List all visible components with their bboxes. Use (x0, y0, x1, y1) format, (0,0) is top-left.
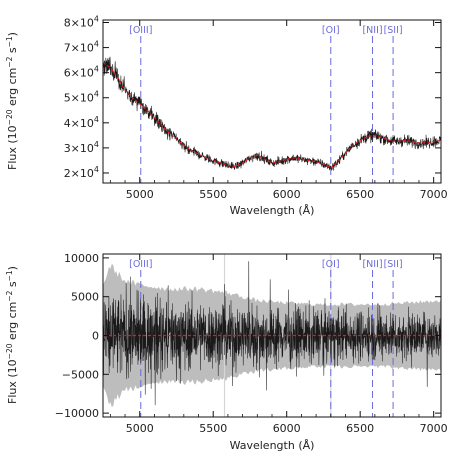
bottom-y-tick-label: 0 (92, 330, 99, 343)
bottom-y-tick-label: 10000 (64, 252, 99, 265)
bottom-emission-line-label: [OI] (322, 259, 340, 270)
top-x-tick-label: 7000 (420, 188, 448, 201)
spectrum-fit-panel: [OIII] [OI] [NII] [SII] 5000 5500 6000 6500 700… (5, 15, 448, 217)
top-x-tick-label: 5000 (126, 188, 154, 201)
top-y-tick-label: 8×104 (64, 15, 99, 30)
top-x-tick-label: 5500 (199, 188, 227, 201)
bottom-x-tick-label: 5000 (126, 422, 154, 435)
residual-line (103, 261, 441, 406)
bottom-x-tick-label: 6500 (346, 422, 374, 435)
top-y-tick-label: 6×104 (64, 65, 99, 80)
bottom-y-tick-label: −10000 (55, 407, 99, 420)
bottom-y-axis-label: Flux (10−20 erg cm−2 s−1) (5, 266, 19, 404)
top-emission-line-label: [NII] (362, 25, 382, 36)
model-fit-line (103, 62, 441, 169)
bottom-emission-line-label: [OIII] (129, 259, 152, 270)
top-emission-line-label: [OIII] (129, 25, 152, 36)
observed-spectrum-line (103, 55, 441, 171)
bottom-x-tick-label: 7000 (420, 422, 448, 435)
bottom-x-axis-label: Wavelength (Å) (230, 439, 315, 452)
top-emission-line-label: [OI] (322, 25, 340, 36)
residual-panel: [OIII] [OI] [NII] [SII] 5000 5500 6000 6500 700… (5, 252, 448, 452)
top-x-tick-label: 6000 (273, 188, 301, 201)
top-y-axis-label: Flux (10−20 erg cm−2 s−1) (5, 32, 19, 170)
bottom-x-tick-label: 6000 (273, 422, 301, 435)
top-y-tick-label: 4×104 (64, 115, 99, 130)
bottom-y-tick-label: 5000 (71, 291, 99, 304)
bottom-emission-line-label: [SII] (384, 259, 403, 270)
top-y-tick-label: 3×104 (64, 140, 99, 155)
top-emission-line-label: [SII] (384, 25, 403, 36)
top-x-axis-label: Wavelength (Å) (230, 204, 315, 217)
top-x-tick-label: 6500 (346, 188, 374, 201)
bottom-x-tick-label: 5500 (199, 422, 227, 435)
bottom-y-tick-label: −5000 (62, 368, 99, 381)
top-y-tick-label: 2×104 (64, 165, 99, 180)
top-y-tick-label: 5×104 (64, 90, 99, 105)
top-y-tick-label: 7×104 (64, 40, 99, 55)
bottom-emission-line-label: [NII] (362, 259, 382, 270)
top-plot-frame (102, 19, 442, 184)
